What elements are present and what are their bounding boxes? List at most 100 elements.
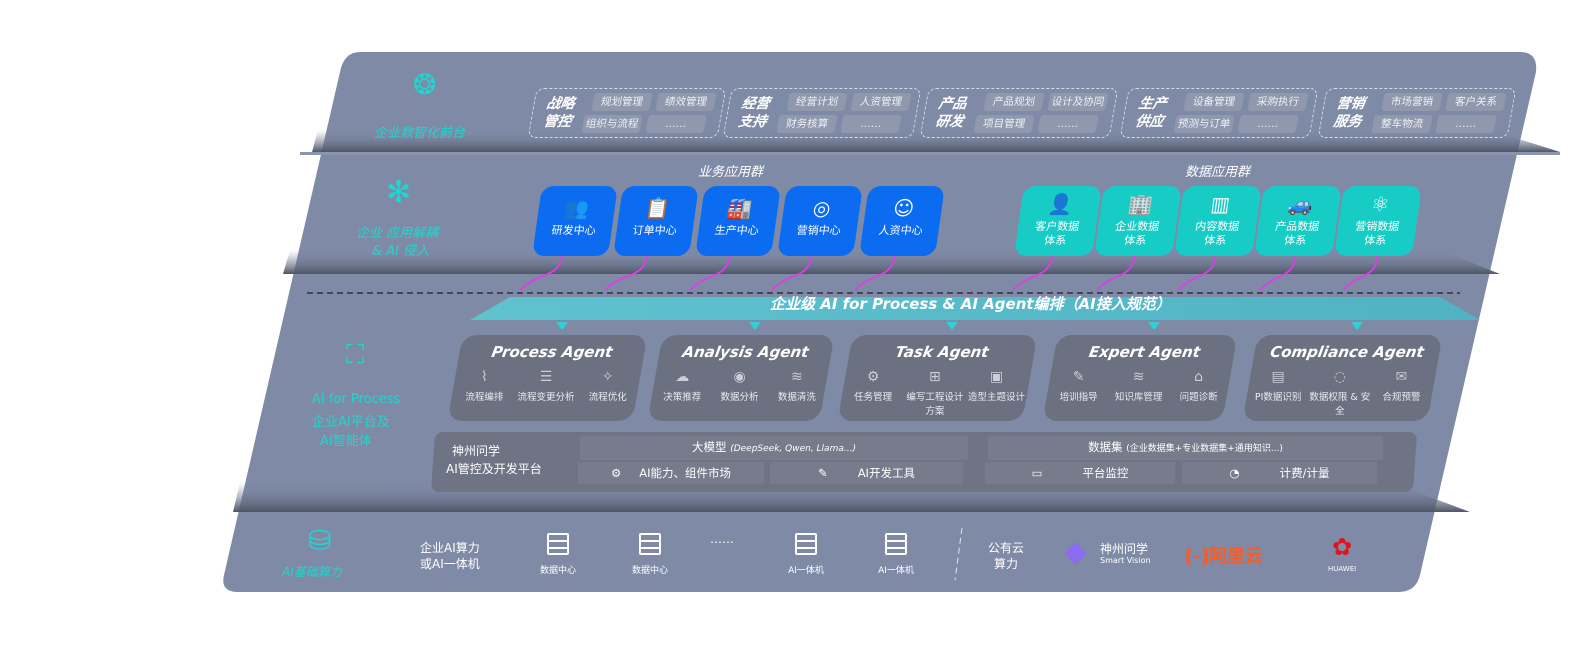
group-title: 经营 支持 [737,96,771,130]
model-note: (DeepSeek, Qwen, Llama...) [730,444,856,454]
group-title: 营销 服务 [1332,96,1366,130]
front-item[interactable]: …… [645,115,707,133]
front-item[interactable]: …… [1037,115,1099,133]
ai-label-1: AI for Process [312,392,401,407]
capability-icon: ⚙ [866,369,880,385]
ai-market-label: AI能力、组件市场 [639,466,732,480]
business-apps-title: 业务应用群 [698,165,764,180]
capability-icon: ⌇ [480,369,488,385]
front-item[interactable]: …… [1237,115,1299,133]
users-icon: 👥 [562,196,591,220]
data-app-card[interactable]: ⚛ 营销数据体系 [1334,186,1422,256]
business-app-card[interactable]: 👥 研发中心 [532,186,618,256]
front-item[interactable]: 市场营销 [1381,93,1443,111]
front-item[interactable]: 设计及协同 [1047,93,1109,111]
server-icon [795,533,817,555]
front-item[interactable]: 预测与订单 [1173,115,1235,133]
agent-capability: ⌂ 问题诊断 [1169,369,1228,403]
huawei-logo-icon: ✿ [1332,533,1353,561]
arrow [1342,251,1379,291]
front-item[interactable]: 组织与流程 [581,115,643,133]
card-label: 营销数据体系 [1354,220,1401,247]
car-icon: 🚙 [1286,192,1315,216]
card-label: 营销中心 [795,224,842,237]
front-item[interactable]: 经营计划 [786,93,848,111]
arrow [519,251,564,291]
local-compute-label: 企业AI算力 或AI一体机 [420,540,480,572]
server-icon [639,533,661,555]
down-arrow-icon [945,322,958,330]
agent-card[interactable]: Task Agent ⚙ 任务管理 ⊞ 编写工程设计方案 ▣ 造型主题设计 [837,335,1038,421]
business-app-card[interactable]: ☺ 人资中心 [859,186,945,256]
business-app-card[interactable]: 📋 订单中心 [613,186,699,256]
agent-capability: ▣ 造型主题设计 [966,369,1027,417]
front-group: 营销 服务 市场营销 客户关系 整车物流…… [1317,88,1517,138]
front-item[interactable]: 产品规划 [983,93,1045,111]
card-label: 内容数据体系 [1194,220,1241,247]
agent-capability: ⊞ 编写工程设计方案 [904,369,965,417]
agent-card[interactable]: Analysis Agent ☁ 决策推荐 ◉ 数据分析 ≋ 数据清洗 [647,335,835,421]
arrow [1259,251,1297,291]
capability-icon: ⌂ [1194,369,1204,385]
capability-icon: ◉ [733,369,746,385]
dataset-label: 数据集 [1088,440,1123,454]
front-item[interactable]: 客户关系 [1445,93,1507,111]
business-app-card[interactable]: ◎ 营销中心 [777,186,863,256]
ai-dev-tools-button[interactable]: ✎ AI开发工具 [770,462,963,484]
front-group: 产品 研发 产品规划 设计及协同 项目管理…… [919,88,1119,138]
front-item[interactable]: 项目管理 [973,115,1035,133]
front-item[interactable]: 规划管理 [591,93,653,111]
front-group: 战略 管控 规划管理 绩效管理 组织与流程…… [527,88,727,138]
down-arrow-icon [749,322,761,330]
business-app-card[interactable]: 🏭 生产中心 [695,186,781,256]
agent-card[interactable]: Process Agent ⌇ 流程编排 ☰ 流程变更分析 ✧ 流程优化 [447,335,648,421]
agent-name: Expert Agent [1087,343,1202,361]
data-app-card[interactable]: 🚙 产品数据体系 [1254,186,1342,256]
server-label: 数据中心 [631,566,668,576]
monitor-icon: ▭ [1031,466,1043,480]
capability-icon: ◌ [1333,369,1346,385]
platform-name-2: AI管控及开发平台 [446,462,542,476]
server-icon [885,533,907,555]
user-icon: 👤 [1046,192,1075,216]
market-icon: ⚙ [610,466,622,480]
front-item[interactable]: 绩效管理 [655,93,717,111]
group-title: 战略 管控 [542,96,576,130]
agent-card[interactable]: Compliance Agent ▤ PI数据识别 ◌ 数据权限 & 安全 ✉ 合规预警 [1242,335,1443,421]
ai-market-button[interactable]: ⚙ AI能力、组件市场 [578,462,764,484]
ai-label-3: AI智能体 [320,434,372,449]
monitor-button[interactable]: ▭ 平台监控 [985,462,1175,484]
connector-arrows [519,251,1379,291]
billing-button[interactable]: ◔ 计费/计量 [1182,462,1377,484]
agent-name: Task Agent [893,343,991,361]
front-item[interactable]: 采购执行 [1247,93,1309,111]
agent-name: Analysis Agent [681,343,811,361]
front-item[interactable]: 设备管理 [1183,93,1245,111]
ellipsis: …… [710,532,734,546]
front-item[interactable]: …… [840,115,902,133]
data-app-card[interactable]: ▥ 内容数据体系 [1174,186,1262,256]
front-label: 企业数智化前台 [374,126,466,141]
capability-icon: ▣ [989,369,1004,385]
down-arrow-icon [555,322,568,330]
capability-icon: ✎ [1072,369,1085,385]
infra-label: AI基础算力 [282,565,342,579]
front-item[interactable]: …… [1435,115,1497,133]
card-label: 客户数据体系 [1034,220,1081,247]
vendor-aliyun: 阿里云 [1208,546,1263,567]
front-item[interactable]: 整车物流 [1371,115,1433,133]
group-title: 产品 研发 [934,96,968,130]
data-app-card[interactable]: 🏢 企业数据体系 [1094,186,1182,256]
target-icon: ◎ [811,196,833,220]
capability-icon: ⊞ [928,369,941,385]
aliyun-logo: [-]阿里云 [1185,546,1263,567]
agent-name: Process Agent [490,343,615,361]
arrow [689,251,731,291]
agent-card[interactable]: Expert Agent ✎ 培训指导 ≋ 知识库管理 ⌂ 问题诊断 [1042,335,1238,421]
front-item[interactable]: 人资管理 [850,93,912,111]
agent-capability: ✧ 流程优化 [577,369,638,403]
banner-band [470,297,1480,320]
front-item[interactable]: 财务核算 [776,115,838,133]
data-app-card[interactable]: 👤 客户数据体系 [1014,186,1102,256]
agent-capability: ☰ 流程变更分析 [516,369,577,403]
